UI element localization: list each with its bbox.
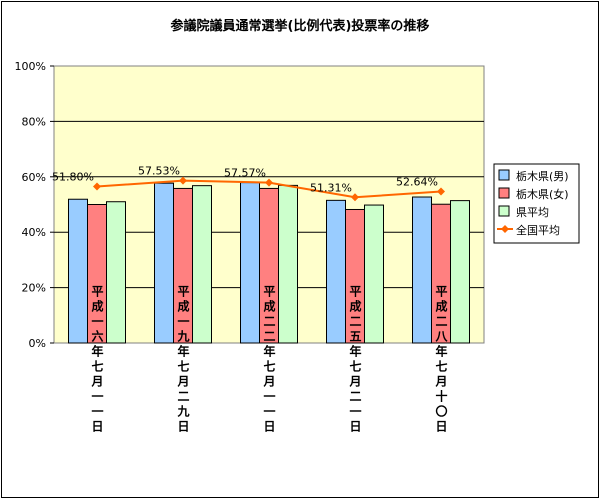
line-point (351, 193, 359, 202)
y-tick-label: 0% (29, 337, 46, 350)
y-tick-label: 20% (22, 282, 46, 295)
y-tick-label: 40% (22, 226, 46, 239)
x-tick-label: 平成一六年七月一一日 (90, 285, 104, 435)
legend-swatch (498, 169, 510, 181)
x-tick-label: 平成一九年七月二九日 (176, 285, 190, 435)
bar (412, 196, 432, 344)
legend-marker (501, 225, 509, 233)
x-tick-label: 平成二五年七月二一日 (348, 285, 362, 435)
bar (326, 199, 346, 344)
y-axis-ticks: 0% 20% 40% 60% 80% 100% (15, 60, 54, 350)
bars (68, 182, 470, 344)
x-tick-label: 平成二二年七月一一日 (262, 285, 276, 435)
legend-swatch (498, 205, 510, 217)
bar (154, 182, 174, 344)
data-label: 57.53% (138, 165, 180, 178)
bar (68, 198, 88, 344)
line-point (93, 182, 101, 191)
national-average-line (93, 176, 445, 202)
bar (450, 200, 470, 344)
line-point (265, 178, 273, 187)
legend-label: 全国平均 (516, 223, 560, 237)
legend-label: 栃木県(女) (516, 187, 569, 201)
data-labels: 51.80% 57.53% 57.57% 51.31% 52.64% (52, 165, 438, 195)
bar (278, 184, 298, 344)
data-label: 52.64% (396, 175, 438, 188)
data-label: 51.80% (52, 170, 94, 183)
legend-swatch (498, 187, 510, 199)
x-tick-label: 平成二八年七月十〇日 (434, 285, 448, 435)
bar (106, 201, 126, 344)
legend-label: 栃木県(男) (516, 169, 569, 183)
data-label: 57.57% (224, 167, 266, 180)
y-tick-label: 60% (22, 171, 46, 184)
chart-title: 参議院議員通常選挙(比例代表)投票率の推移 (171, 18, 430, 34)
bar (364, 204, 384, 344)
line-point (437, 187, 445, 196)
y-tick-label: 80% (22, 115, 46, 128)
bar (192, 185, 212, 344)
line-point (179, 176, 187, 185)
bar (240, 182, 260, 344)
y-tick-label: 100% (15, 60, 46, 73)
x-axis-labels: 平成一六年七月一一日 平成一九年七月二九日 平成二二年七月一一日 平成二五年七月二一日… (90, 285, 448, 435)
data-label: 51.31% (310, 181, 352, 194)
legend-label: 県平均 (516, 206, 549, 219)
